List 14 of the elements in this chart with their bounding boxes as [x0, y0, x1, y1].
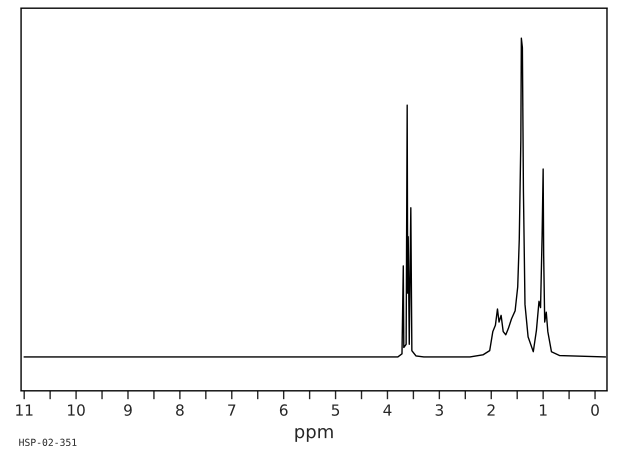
x-tick-label: 11 — [16, 404, 33, 416]
x-tick-label: 3 — [436, 404, 443, 416]
x-tick-label: 9 — [124, 404, 132, 416]
x-tick-label: 7 — [228, 404, 236, 416]
x-axis-title: ppm — [295, 428, 333, 442]
x-tick-label: 4 — [383, 404, 392, 416]
x-tick-label: 6 — [280, 404, 288, 416]
x-tick-label: 0 — [591, 404, 599, 416]
x-tick-label: 10 — [68, 404, 85, 416]
x-tick-label: 1 — [540, 404, 547, 416]
x-tick-label: 2 — [488, 404, 495, 416]
x-tick-label: 5 — [332, 404, 340, 416]
text: HSP-02-351 — [19, 438, 76, 446]
x-tick-label: 8 — [176, 404, 184, 416]
